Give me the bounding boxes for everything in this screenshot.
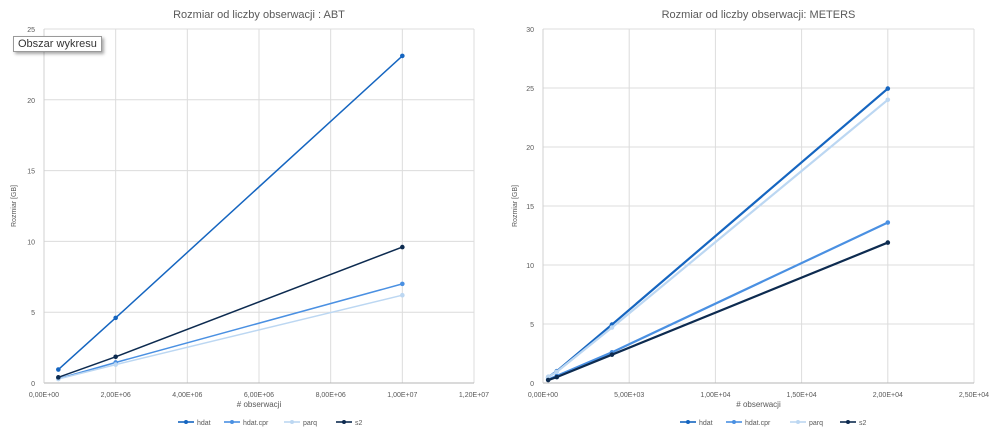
data-point-s2 bbox=[400, 244, 405, 250]
data-point-parq bbox=[609, 325, 615, 330]
y-axis-label: Rozmiar [GB] bbox=[11, 185, 18, 227]
x-tick-label: 1,20E+07 bbox=[459, 392, 489, 399]
chart-title: Rozmiar od liczby obserwacji: METERS bbox=[662, 9, 856, 21]
legend-label: hdat.cpr bbox=[243, 420, 269, 427]
legend-label: hdat bbox=[699, 420, 713, 427]
y-tick-label: 0 bbox=[530, 381, 534, 388]
y-tick-label: 0 bbox=[31, 381, 35, 388]
chart-title: Rozmiar od liczby obserwacji : ABT bbox=[173, 9, 345, 21]
y-tick-label: 25 bbox=[27, 27, 35, 34]
x-tick-label: 1,00E+07 bbox=[387, 392, 417, 399]
series-line-s2 bbox=[547, 241, 889, 382]
chart-abt: 0,00E+00 2,00E+06 4,00E+06 6,00E+06 8,00E+06… bbox=[11, 9, 489, 427]
data-point-s2 bbox=[609, 352, 615, 357]
data-point-hdat-cpr bbox=[885, 220, 891, 225]
data-point-parq bbox=[554, 369, 560, 375]
y-tick-label: 5 bbox=[530, 322, 534, 329]
x-axis-label: # obserwacji bbox=[736, 400, 781, 409]
y-tick-label: 5 bbox=[31, 310, 35, 317]
data-point-s2 bbox=[56, 375, 61, 380]
data-point-hdat-cpr bbox=[400, 281, 405, 287]
y-tick-label: 30 bbox=[526, 27, 534, 34]
legend-marker bbox=[732, 420, 736, 424]
x-tick-label: 1,00E+04 bbox=[700, 392, 730, 399]
data-point-s2 bbox=[554, 374, 560, 380]
x-tick-label: 6,00E+06 bbox=[244, 392, 274, 399]
legend-label: hdat.cpr bbox=[745, 420, 771, 427]
x-tick-label: 4,00E+06 bbox=[172, 392, 202, 399]
data-point-hdat bbox=[113, 315, 118, 321]
series-line-hdat bbox=[57, 55, 403, 371]
x-tick-label: 2,00E+06 bbox=[101, 392, 131, 399]
series-line-hdat bbox=[547, 87, 889, 379]
y-tick-label: 20 bbox=[526, 145, 534, 152]
x-tick-label: 1,50E+04 bbox=[787, 392, 817, 399]
x-tick-label: 8,00E+06 bbox=[316, 392, 346, 399]
y-tick-label: 15 bbox=[27, 169, 35, 176]
chart-meters: 0,00E+00 5,00E+03 1,00E+04 1,50E+04 2,00E+04… bbox=[512, 9, 989, 427]
x-axis-label: # obserwacji bbox=[237, 400, 282, 409]
y-tick-label: 15 bbox=[526, 204, 534, 211]
legend-label: s2 bbox=[355, 420, 363, 427]
data-point-s2 bbox=[885, 240, 891, 245]
x-tick-label: 0,00E+00 bbox=[29, 392, 59, 399]
data-point-s2 bbox=[545, 377, 551, 383]
x-tick-label: 2,00E+04 bbox=[873, 392, 903, 399]
legend-label: s2 bbox=[859, 420, 867, 427]
x-tick-label: 0,00E+00 bbox=[528, 392, 558, 399]
data-point-hdat bbox=[400, 53, 405, 59]
x-tick-label: 2,50E+04 bbox=[959, 392, 989, 399]
legend-marker bbox=[686, 420, 690, 424]
legend-label: parq bbox=[303, 420, 317, 427]
data-point-parq bbox=[885, 97, 891, 103]
legend-marker bbox=[796, 420, 800, 424]
legend-label: hdat bbox=[197, 420, 211, 427]
data-point-s2 bbox=[113, 354, 118, 360]
x-tick-label: 5,00E+03 bbox=[614, 392, 644, 399]
legend-marker bbox=[846, 420, 850, 424]
data-point-parq bbox=[113, 362, 118, 367]
legend-marker bbox=[230, 420, 234, 424]
data-point-parq bbox=[400, 292, 405, 298]
chart-area-tooltip: Obszar wykresu bbox=[13, 36, 102, 52]
y-tick-label: 10 bbox=[27, 239, 35, 246]
legend-marker bbox=[290, 420, 294, 424]
y-tick-label: 25 bbox=[526, 86, 534, 93]
series-line-hdat-cpr bbox=[547, 221, 889, 381]
series-line-parq bbox=[58, 294, 403, 380]
data-point-hdat bbox=[56, 367, 61, 372]
y-tick-label: 10 bbox=[526, 263, 534, 270]
y-tick-label: 20 bbox=[27, 98, 35, 105]
legend-marker bbox=[184, 420, 188, 424]
legend-marker bbox=[342, 420, 346, 424]
series-line-hdat-cpr bbox=[58, 283, 403, 380]
data-point-hdat bbox=[885, 86, 891, 91]
legend-label: parq bbox=[809, 420, 823, 427]
y-axis-label: Rozmiar [GB] bbox=[512, 185, 519, 227]
series-line-parq bbox=[547, 98, 889, 379]
